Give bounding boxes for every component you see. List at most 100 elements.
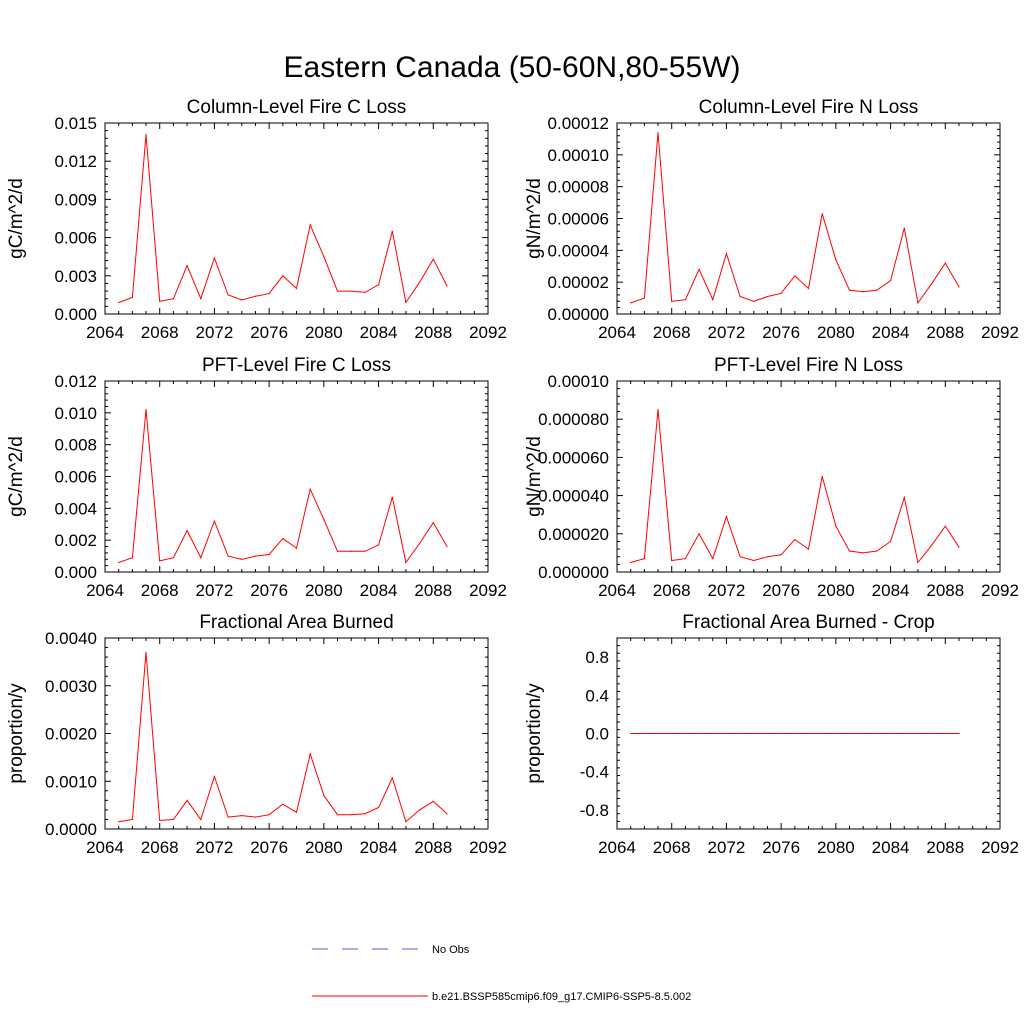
data-point [671, 559, 673, 562]
data-point [419, 281, 421, 283]
data-point [630, 732, 632, 735]
data-point [876, 289, 878, 291]
data-point [241, 815, 243, 817]
x-tick-label: 2088 [926, 323, 964, 342]
data-point [862, 291, 864, 293]
data-point [739, 556, 741, 558]
data-point [958, 732, 960, 735]
figure-title: Eastern Canada (50-60N,80-55W) [284, 51, 741, 84]
data-point [131, 557, 133, 559]
y-tick-label: 0.000060 [538, 448, 609, 467]
data-point [780, 732, 782, 735]
data-point [323, 518, 325, 521]
x-tick-label: 2092 [469, 323, 507, 342]
data-point [405, 301, 407, 304]
data-point [753, 300, 755, 302]
data-point [336, 814, 339, 816]
data-point [903, 227, 905, 229]
data-point [944, 525, 946, 527]
data-point [131, 296, 133, 299]
data-point [350, 290, 352, 292]
data-point [712, 732, 714, 735]
data-point [794, 275, 796, 277]
data-point [145, 409, 147, 411]
x-tick-label: 2076 [250, 581, 288, 600]
data-point [213, 257, 216, 259]
data-point [725, 732, 728, 735]
x-tick-label: 2084 [872, 323, 910, 342]
data-point [753, 732, 755, 735]
panel-title: Column-Level Fire N Loss [699, 97, 919, 118]
data-point [643, 558, 645, 560]
x-tick-label: 2088 [414, 838, 452, 857]
chart-panel-5: Fractional Area Burned 2064 2068 2072 2076 20… [6, 612, 507, 857]
data-point [889, 732, 892, 735]
x-tick-label: 2076 [762, 838, 800, 857]
data-point [159, 819, 161, 822]
x-tick-label: 2092 [981, 838, 1019, 857]
y-tick-label: 0.003 [54, 267, 97, 286]
chart-panel-2: Column-Level Fire N Loss 2064 2068 2072 2076… [524, 97, 1019, 342]
y-tick-label: 0.0020 [45, 725, 97, 744]
data-point [712, 558, 714, 560]
data-point [377, 544, 380, 546]
data-point [172, 557, 174, 559]
y-tick-label: 0.00000 [548, 305, 609, 324]
data-point [268, 814, 270, 816]
data-point [725, 252, 728, 255]
data-point [213, 775, 216, 778]
data-point [186, 265, 188, 267]
data-point [698, 268, 700, 271]
x-tick-label: 2076 [762, 323, 800, 342]
data-point [931, 732, 933, 735]
data-point [862, 552, 864, 554]
data-point [200, 557, 202, 559]
y-tick-label: 0.002 [54, 531, 97, 550]
data-point [145, 133, 147, 136]
data-point [172, 818, 174, 821]
data-point [807, 287, 810, 290]
data-point [118, 561, 120, 564]
panels-group: Column-Level Fire C Loss 2064 2068 2072 2076… [6, 97, 1019, 857]
data-point [186, 530, 188, 532]
panel-title: Column-Level Fire C Loss [187, 97, 407, 118]
y-axis-label: gN/m^2/d [524, 178, 545, 259]
data-point [958, 286, 960, 288]
data-point [889, 279, 892, 282]
y-tick-label: 0.00008 [548, 178, 609, 197]
data-point [323, 256, 325, 258]
data-point [766, 556, 769, 558]
panel-title: PFT-Level Fire N Loss [714, 355, 903, 376]
y-axis-label: gC/m^2/d [6, 178, 27, 259]
data-point [159, 560, 161, 562]
data-point [643, 297, 645, 299]
data-point [630, 302, 632, 304]
x-tick-label: 2084 [872, 838, 910, 857]
data-point [227, 294, 229, 296]
panel-title: Fractional Area Burned [199, 612, 393, 633]
x-tick-label: 2068 [141, 581, 179, 600]
y-tick-label: 0.0010 [45, 772, 97, 791]
data-point [323, 794, 325, 797]
data-point [712, 299, 714, 301]
data-point [807, 732, 810, 735]
data-point [432, 258, 434, 260]
data-point [821, 475, 823, 478]
y-tick-label: 0.4 [585, 686, 609, 705]
data-point [377, 806, 380, 809]
data-point [446, 545, 448, 548]
data-point [336, 550, 339, 552]
x-tick-label: 2068 [653, 838, 691, 857]
x-tick-label: 2088 [926, 581, 964, 600]
chart-panel-6: Fractional Area Burned - Crop 2064 2068 207… [524, 612, 1019, 857]
data-point [309, 488, 311, 490]
y-tick-label: 0.00006 [548, 210, 609, 229]
y-axis-label: proportion/y [524, 683, 545, 784]
x-tick-label: 2080 [817, 581, 855, 600]
x-tick-label: 2092 [981, 581, 1019, 600]
x-tick-label: 2068 [141, 838, 179, 857]
x-tick-label: 2076 [250, 838, 288, 857]
y-tick-label: 0.012 [54, 152, 97, 171]
chart-panel-4: PFT-Level Fire N Loss 2064 2068 2072 2076 208… [524, 355, 1019, 600]
